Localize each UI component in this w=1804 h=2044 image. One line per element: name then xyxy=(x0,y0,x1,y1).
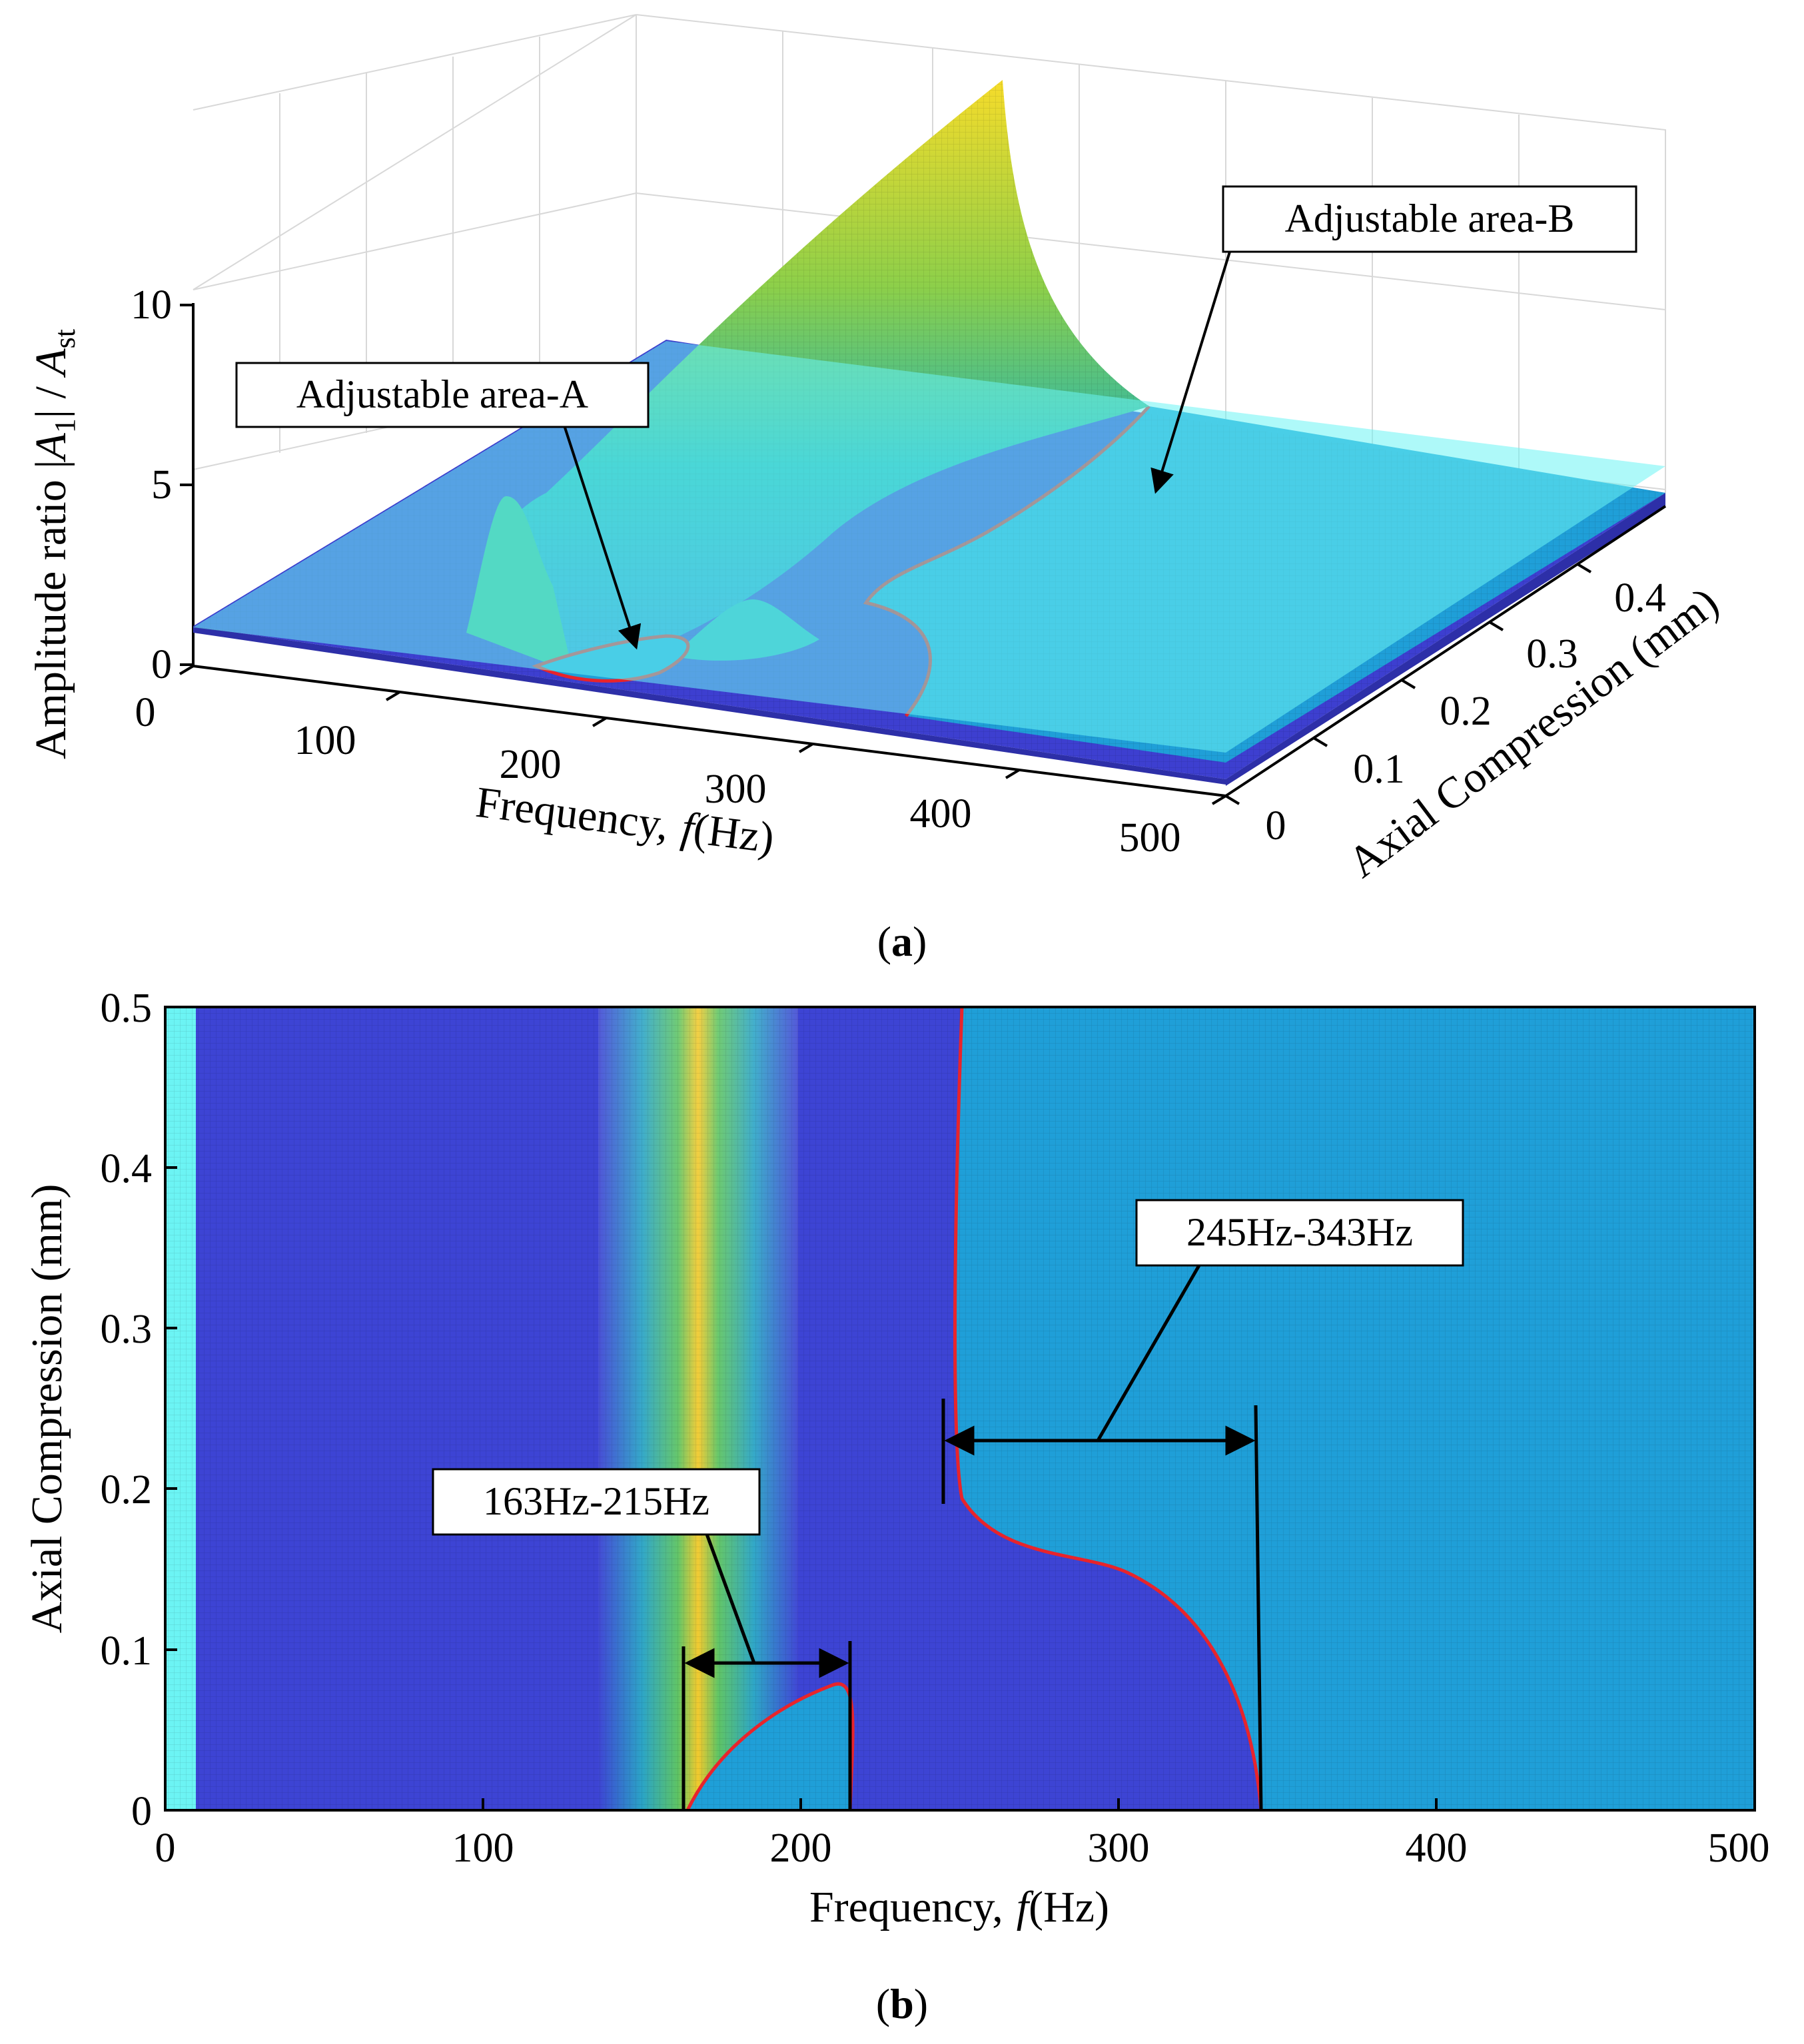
z-tick-label: 10 xyxy=(131,282,172,328)
heatmap-x-tick-label: 0 xyxy=(155,1826,176,1871)
surface-plot-panel: 10 5 0 Amplitude ratio |A1| / Ast xyxy=(27,14,1727,965)
x-tick-label: 300 xyxy=(705,767,767,812)
z-axis-label: Amplitude ratio |A1| / Ast xyxy=(27,329,81,759)
callout-area-a-label: Adjustable area-A xyxy=(296,372,588,416)
heatmap-y-tick-label: 0.1 xyxy=(101,1628,153,1674)
caption-b: (b) xyxy=(876,1980,928,2027)
x-tick-label: 100 xyxy=(294,718,356,763)
x-tick-label: 0 xyxy=(135,690,156,735)
heatmap-panel: 0 100 200 300 400 500 0 0.1 0.2 0.3 0.4 … xyxy=(23,986,1770,2027)
x-axis-line xyxy=(193,665,1226,797)
heatmap-y-tick-label: 0.5 xyxy=(101,986,153,1031)
heatmap-x-axis-label: Frequency, f(Hz) xyxy=(809,1883,1109,1931)
reference-plane xyxy=(193,341,1665,753)
plot-frame xyxy=(164,1006,1756,1812)
callout-region-b-label: 245Hz-343Hz xyxy=(1186,1210,1413,1254)
callout-region-a-label: 163Hz-215Hz xyxy=(483,1479,709,1523)
z-tick-label: 5 xyxy=(151,462,172,508)
heatmap-y-axis-label: Axial Compression (mm) xyxy=(23,1184,71,1634)
y-tick-label: 0.3 xyxy=(1526,631,1578,677)
bracket-region-a xyxy=(681,1525,852,1810)
caption-a: (a) xyxy=(877,918,927,965)
bracket-region-b xyxy=(941,1264,1263,1811)
z-axis-ticks: 10 5 0 xyxy=(131,282,193,687)
heatmap-x-tick-label: 400 xyxy=(1406,1826,1468,1871)
surface-base-side-edge xyxy=(1226,493,1665,786)
callout-area-b-label: Adjustable area-B xyxy=(1285,196,1575,240)
surface-base-front-edge xyxy=(193,626,1226,785)
x-tick-label: 500 xyxy=(1119,815,1181,860)
heatmap-y-tick-label: 0.4 xyxy=(101,1146,153,1192)
heatmap-y-tick-label: 0.2 xyxy=(101,1467,153,1513)
y-tick-label: 0.2 xyxy=(1440,689,1492,734)
x-axis-ticks xyxy=(179,665,1227,805)
callout-region-b: 245Hz-343Hz xyxy=(1135,1199,1464,1267)
heatmap-x-tick-label: 300 xyxy=(1088,1826,1150,1871)
heatmap-x-ticks xyxy=(164,1798,1756,1810)
z-tick-label: 0 xyxy=(151,642,172,687)
region-a-boundary-line xyxy=(685,1682,855,1812)
region-b-boundary-line xyxy=(953,1006,1263,1811)
y-axis-ticks xyxy=(1224,563,1592,805)
x-tick-label: 200 xyxy=(500,742,562,787)
callout-area-a: Adjustable area-A xyxy=(235,362,650,650)
y-tick-label: 0 xyxy=(1266,803,1286,849)
heatmap-x-tick-label: 500 xyxy=(1708,1826,1770,1871)
y-tick-label: 0.4 xyxy=(1614,575,1666,621)
heatmap-y-ticks xyxy=(165,1006,177,1812)
x-tick-label: 400 xyxy=(910,791,972,837)
heatmap-x-tick-label: 100 xyxy=(452,1826,514,1871)
heatmap-mesh xyxy=(165,1007,1755,1810)
heatmap-y-tick-label: 0.3 xyxy=(101,1307,153,1352)
callout-region-a: 163Hz-215Hz xyxy=(432,1468,761,1536)
heatmap-x-tick-label: 200 xyxy=(770,1826,832,1871)
y-tick-label: 0.1 xyxy=(1353,747,1405,792)
callout-area-b: Adjustable area-B xyxy=(1150,185,1637,494)
heatmap-y-tick-label: 0 xyxy=(131,1789,152,1834)
y-axis-line xyxy=(1224,505,1667,797)
